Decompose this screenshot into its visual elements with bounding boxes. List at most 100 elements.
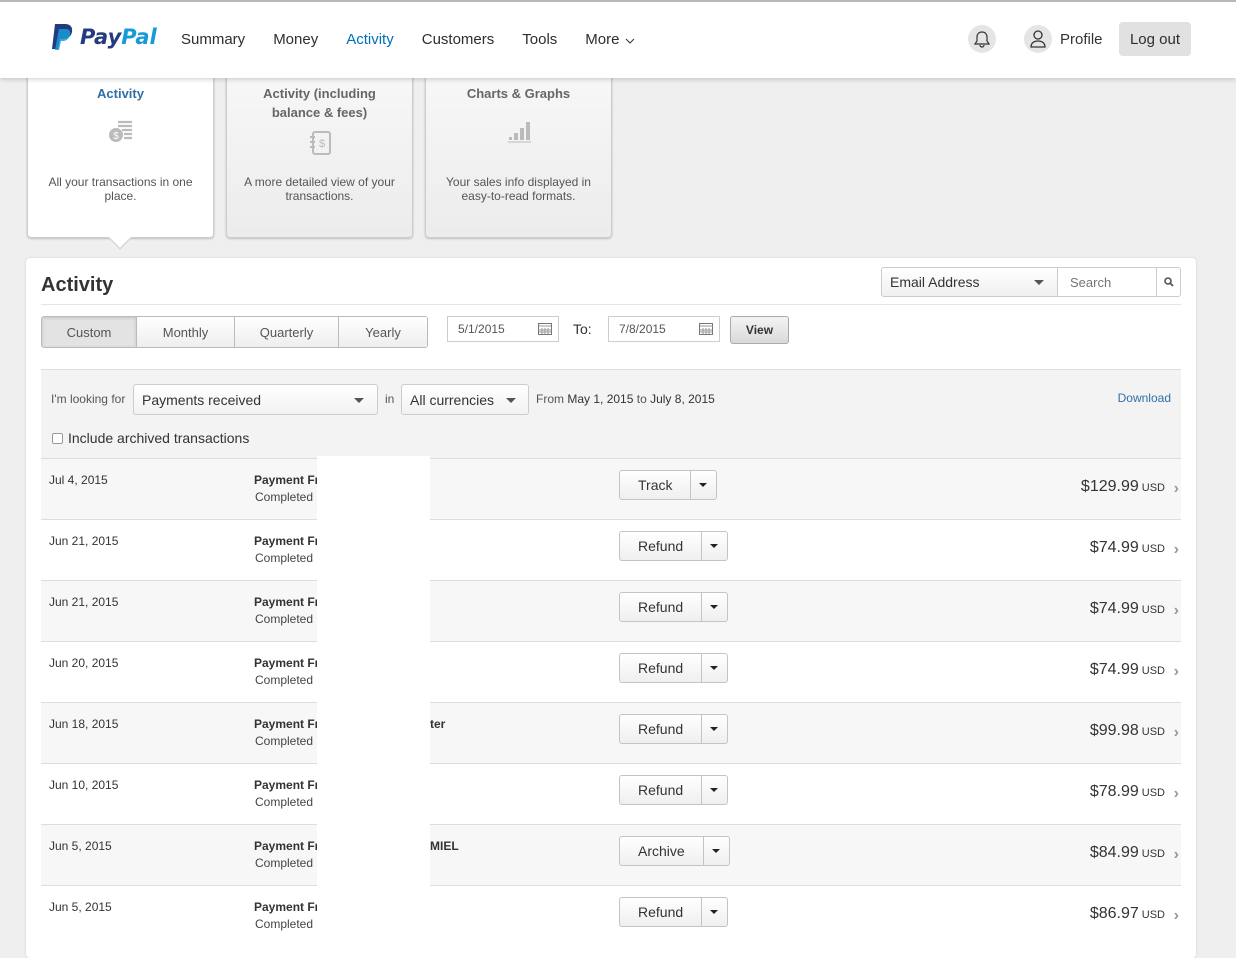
caret-down-icon xyxy=(710,910,719,914)
to-label: to xyxy=(636,392,647,406)
calendar-icon[interactable] xyxy=(699,322,713,338)
track-button[interactable]: Track xyxy=(620,471,692,499)
transaction-row[interactable]: Jun 20, 2015 Payment Fr Completed Refund… xyxy=(41,641,1181,702)
nav-more[interactable]: More xyxy=(585,31,620,48)
transaction-row[interactable]: Jun 21, 2015 Payment Fr Completed Refund… xyxy=(41,519,1181,580)
period-monthly[interactable]: Monthly xyxy=(137,317,235,347)
to-date: July 8, 2015 xyxy=(650,392,715,406)
include-archived-checkbox[interactable]: Include archived transactions xyxy=(52,430,249,446)
nav-summary[interactable]: Summary xyxy=(181,31,246,48)
more-actions-dropdown[interactable] xyxy=(704,837,729,865)
amount-value: $74.99 xyxy=(1089,539,1139,556)
action-button-group: Refund xyxy=(619,531,729,561)
view-button[interactable]: View xyxy=(730,316,789,344)
nav-customers[interactable]: Customers xyxy=(421,31,495,48)
logout-button[interactable]: Log out xyxy=(1119,22,1191,56)
transaction-name-suffix: ter xyxy=(430,717,446,731)
more-actions-dropdown[interactable] xyxy=(702,715,727,743)
more-actions-dropdown[interactable] xyxy=(702,593,727,621)
period-selector: Custom Monthly Quarterly Yearly xyxy=(41,316,428,348)
transaction-status: Completed xyxy=(255,856,314,870)
transaction-name: Payment Fr xyxy=(254,656,320,670)
refund-button[interactable]: Refund xyxy=(620,532,703,560)
transaction-row[interactable]: Jun 10, 2015 Payment Fr Completed Refund… xyxy=(41,763,1181,824)
transaction-amount: $78.99 USD xyxy=(1090,783,1165,801)
nav-activity[interactable]: Activity xyxy=(346,31,394,48)
action-button-group: Refund xyxy=(619,775,729,805)
transaction-row[interactable]: Jun 5, 2015 Payment Fr Completed Refund … xyxy=(41,885,1181,946)
transaction-name: Payment Fr xyxy=(254,839,320,853)
amount-currency: USD xyxy=(1141,787,1165,799)
amount-value: $86.97 xyxy=(1089,905,1139,922)
transaction-amount: $99.98 USD xyxy=(1090,722,1165,740)
transaction-date: Jun 10, 2015 xyxy=(49,778,119,792)
transaction-status: Completed xyxy=(255,612,314,626)
chevron-right-icon[interactable]: › xyxy=(1173,846,1179,863)
more-actions-dropdown[interactable] xyxy=(691,471,716,499)
checkbox[interactable] xyxy=(52,432,63,444)
transaction-date: Jul 4, 2015 xyxy=(49,473,108,487)
caret-down-icon xyxy=(710,727,719,731)
refund-button[interactable]: Refund xyxy=(620,593,703,621)
tab-card-1[interactable]: Activity $ All your transactions in one pl… xyxy=(27,72,214,250)
transaction-type-select[interactable]: Payments received xyxy=(133,384,378,415)
period-yearly[interactable]: Yearly xyxy=(339,317,427,347)
chevron-right-icon[interactable]: › xyxy=(1173,480,1179,497)
currency-value: All currencies xyxy=(410,392,495,408)
coin-list-icon: $ xyxy=(28,117,213,147)
more-actions-dropdown[interactable] xyxy=(702,776,727,804)
period-custom[interactable]: Custom xyxy=(42,317,137,347)
transaction-row[interactable]: Jun 21, 2015 Payment Fr Completed Refund… xyxy=(41,580,1181,641)
more-actions-dropdown[interactable] xyxy=(702,532,727,560)
transaction-name: Payment Fr xyxy=(254,778,320,792)
amount-currency: USD xyxy=(1141,909,1165,921)
nav-money[interactable]: Money xyxy=(273,31,319,48)
tab-description: All your transactions in one place. xyxy=(48,175,193,203)
nav-tools[interactable]: Tools xyxy=(522,31,558,48)
tab-card-2[interactable]: Activity (including balance & fees) $ A mo… xyxy=(226,72,413,238)
caret-down-icon xyxy=(506,398,516,403)
paypal-logo[interactable]: PayPal xyxy=(52,24,157,50)
search-input[interactable] xyxy=(1057,267,1157,297)
date-to-input[interactable]: 7/8/2015 xyxy=(608,316,720,342)
chevron-right-icon[interactable]: › xyxy=(1173,663,1179,680)
refund-button[interactable]: Refund xyxy=(620,776,703,804)
tab-title: Activity xyxy=(97,86,144,101)
avatar xyxy=(1024,25,1052,53)
bar-chart-icon xyxy=(426,117,611,147)
amount-value: $99.98 xyxy=(1089,722,1139,739)
transaction-amount: $74.99 USD xyxy=(1090,539,1165,557)
download-link[interactable]: Download xyxy=(1117,391,1171,405)
search-field-select[interactable]: Email Address xyxy=(881,267,1058,297)
notifications-button[interactable] xyxy=(968,25,996,53)
transaction-name: Payment Fr xyxy=(254,595,320,609)
search-button[interactable] xyxy=(1156,267,1181,297)
more-actions-dropdown[interactable] xyxy=(702,898,727,926)
currency-select[interactable]: All currencies xyxy=(401,384,529,415)
refund-button[interactable]: Refund xyxy=(620,898,703,926)
archive-button[interactable]: Archive xyxy=(620,837,704,865)
paypal-p-icon xyxy=(52,24,73,50)
date-to-value: 7/8/2015 xyxy=(619,322,666,336)
calendar-icon[interactable] xyxy=(538,322,552,338)
chevron-right-icon[interactable]: › xyxy=(1173,541,1179,558)
refund-button[interactable]: Refund xyxy=(620,654,703,682)
period-quarterly[interactable]: Quarterly xyxy=(235,317,339,347)
transaction-name-suffix: MIEL xyxy=(430,839,459,853)
tab-card-3[interactable]: Charts & Graphs Your sales info displayed… xyxy=(425,72,612,238)
chevron-right-icon[interactable]: › xyxy=(1173,785,1179,802)
profile-link[interactable]: Profile xyxy=(1024,25,1103,53)
transaction-row[interactable]: Jun 18, 2015 Payment Fr ter Completed Re… xyxy=(41,702,1181,763)
transaction-row[interactable]: Jun 5, 2015 Payment Fr MIEL Completed Ar… xyxy=(41,824,1181,885)
chevron-right-icon[interactable]: › xyxy=(1173,907,1179,924)
transaction-row[interactable]: Jul 4, 2015 Payment Fr Completed Track $… xyxy=(41,458,1181,519)
date-from-input[interactable]: 5/1/2015 xyxy=(447,316,559,342)
more-actions-dropdown[interactable] xyxy=(702,654,727,682)
chevron-right-icon[interactable]: › xyxy=(1173,602,1179,619)
refund-button[interactable]: Refund xyxy=(620,715,703,743)
chevron-right-icon[interactable]: › xyxy=(1173,724,1179,741)
date-from-value: 5/1/2015 xyxy=(458,322,505,336)
transactions-list: Jul 4, 2015 Payment Fr Completed Track $… xyxy=(41,458,1181,946)
transaction-date: Jun 21, 2015 xyxy=(49,534,119,548)
top-header: PayPal Summary Money Activity Customers Tool… xyxy=(0,2,1236,78)
